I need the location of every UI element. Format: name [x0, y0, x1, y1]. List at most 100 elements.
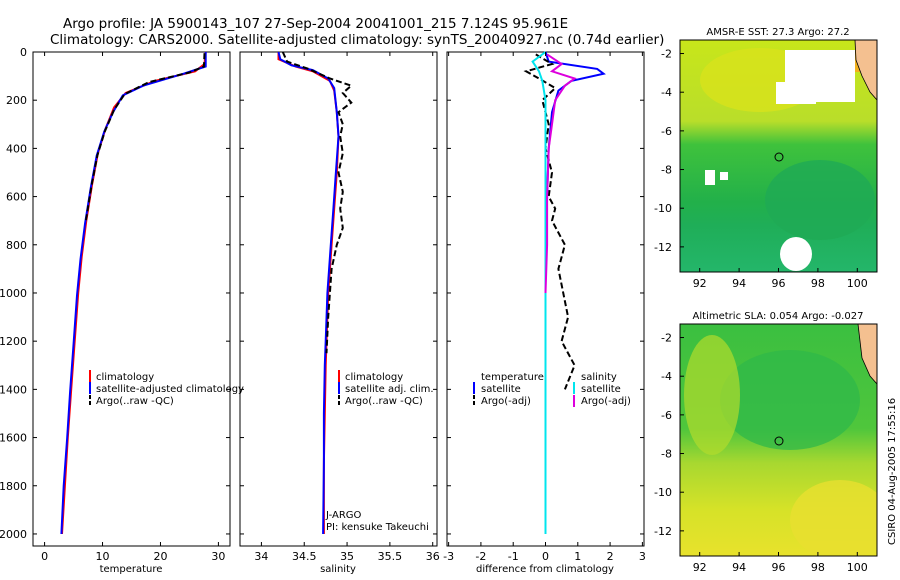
map-x-tick-label: 96	[772, 277, 786, 290]
float-pi-label: PI: kensuke Takeuchi	[326, 522, 429, 533]
difference-series-group	[523, 51, 606, 534]
y-tick-label: 800	[6, 239, 27, 252]
map-y-tick-label: -2	[661, 48, 672, 61]
y-tick-label: 2000	[0, 528, 27, 541]
x-tick-label: 35.5	[378, 550, 403, 563]
legend-label-satellite: satellite adj. clim.	[345, 384, 434, 395]
legend-label-climatology: climatology	[96, 372, 154, 383]
legend-label-argo: Argo(..raw -QC)	[96, 396, 174, 407]
temperature-legend: climatology satellite-adjusted climatolo…	[89, 370, 244, 407]
map-x-tick-label: 92	[693, 277, 707, 290]
map-y-tick-label: -6	[661, 125, 672, 138]
series-temperature-argo-adj--line	[523, 53, 576, 390]
map-x-tick-label: 98	[811, 561, 825, 574]
salinity-series-group	[277, 51, 354, 535]
temperature-axis-label: temperature	[100, 564, 163, 575]
header-line2: Climatology: CARS2000. Satellite-adjuste…	[50, 32, 664, 48]
map-y-tick-label: -8	[661, 448, 672, 461]
map-y-tick-label: -2	[661, 332, 672, 345]
legend-label-argo: Argo(..raw -QC)	[345, 396, 423, 407]
legend-label-climatology: climatology	[345, 372, 403, 383]
map-x-tick-label: 94	[732, 561, 746, 574]
sla-map-title: Altimetric SLA: 0.054 Argo: -0.027	[693, 311, 864, 322]
temperature-series-group	[60, 51, 207, 535]
sst-missing-data	[776, 82, 816, 104]
x-tick-label: 34.5	[292, 550, 317, 563]
x-tick-label: 0	[41, 550, 48, 563]
x-tick-label: -3	[443, 550, 454, 563]
salinity-axis-label: salinity	[320, 564, 356, 575]
depth-tick-labels: 0 200 400 600 800 1000 1200 1400 1600 1800 2000	[0, 46, 644, 541]
y-tick-label: 1400	[0, 383, 27, 396]
sst-map-image	[680, 40, 877, 272]
sst-landmass	[854, 40, 877, 101]
sla-y-ticks: -2 -4 -6 -8 -10 -12	[654, 332, 684, 538]
series-climatology-line	[277, 52, 340, 534]
difference-tick-labels: -3 -2 -1 0 1 2 3	[443, 52, 646, 563]
series-temperature-satellite-line	[544, 51, 606, 534]
legend-label-sal-satellite: satellite	[581, 384, 621, 395]
sla-high-patch	[684, 335, 740, 455]
y-tick-label: 1800	[0, 480, 27, 493]
x-tick-label: 34	[254, 550, 268, 563]
temperature-panel-frame	[32, 51, 231, 547]
x-tick-label: 30	[211, 550, 225, 563]
y-tick-label: 1000	[0, 287, 27, 300]
sla-x-ticks: 92 94 96 98 100	[693, 552, 868, 574]
map-x-tick-label: 98	[811, 277, 825, 290]
x-tick-label: 1	[574, 550, 581, 563]
x-tick-label: 36	[426, 550, 440, 563]
difference-legend: temperature satellite Argo(-adj) salinit…	[473, 372, 631, 407]
sla-low-patch	[720, 350, 860, 450]
map-y-tick-label: -6	[661, 409, 672, 422]
sst-missing-data	[780, 237, 812, 271]
x-tick-label: 20	[153, 550, 167, 563]
sst-y-ticks: -2 -4 -6 -8 -10 -12	[654, 48, 684, 254]
header-line1: Argo profile: JA 5900143_107 27-Sep-2004…	[63, 16, 568, 32]
map-y-tick-label: -12	[654, 241, 672, 254]
map-x-tick-label: 96	[772, 561, 786, 574]
map-y-tick-label: -10	[654, 486, 672, 499]
legend-label-temp-argo: Argo(-adj)	[481, 396, 531, 407]
y-tick-label: 0	[20, 46, 27, 59]
map-x-tick-label: 100	[847, 561, 868, 574]
x-tick-label: -2	[475, 550, 486, 563]
creation-stamp: CSIRO 04-Aug-2005 17:55:16	[887, 398, 898, 545]
map-y-tick-label: -4	[661, 86, 672, 99]
salinity-tick-labels: 34 34.5 35 35.5 36	[254, 52, 440, 563]
sst-missing-data	[705, 170, 715, 185]
legend-label-satellite: satellite-adjusted climatology	[96, 384, 244, 395]
series-satellite-line	[60, 52, 207, 535]
series-salinity-satellite-line	[531, 51, 547, 534]
sla-high-patch	[790, 480, 877, 556]
map-x-tick-label: 94	[732, 277, 746, 290]
y-tick-label: 200	[6, 94, 27, 107]
y-tick-label: 600	[6, 191, 27, 204]
map-y-tick-label: -12	[654, 525, 672, 538]
series-satellite-line	[277, 51, 340, 535]
map-x-tick-label: 100	[847, 277, 868, 290]
x-tick-label: 2	[607, 550, 614, 563]
salinity-panel-frame	[239, 51, 438, 547]
legend-title-temperature: temperature	[481, 372, 544, 383]
series-argo-raw-qc--line	[84, 53, 206, 223]
x-tick-label: 3	[639, 550, 646, 563]
x-tick-label: -1	[508, 550, 519, 563]
series-argo-raw-qc--line	[281, 51, 354, 354]
sst-argo-marker	[774, 152, 784, 162]
map-y-tick-label: -10	[654, 202, 672, 215]
map-y-tick-label: -4	[661, 370, 672, 383]
temperature-tick-labels: 0 10 20 30	[41, 52, 225, 563]
sst-map-title: AMSR-E SST: 27.3 Argo: 27.2	[706, 27, 849, 38]
difference-axis-label: difference from climatology	[476, 564, 614, 575]
y-tick-label: 1200	[0, 335, 27, 348]
y-tick-label: 400	[6, 142, 27, 155]
series-climatology-line	[61, 51, 207, 535]
map-x-tick-label: 92	[693, 561, 707, 574]
sst-x-ticks: 92 94 96 98 100	[693, 268, 868, 290]
legend-label-temp-satellite: satellite	[481, 384, 521, 395]
legend-label-sal-argo: Argo(-adj)	[581, 396, 631, 407]
x-tick-label: 0	[542, 550, 549, 563]
y-tick-label: 1600	[0, 432, 27, 445]
